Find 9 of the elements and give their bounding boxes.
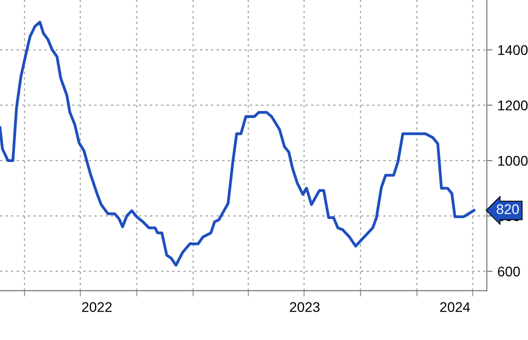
line-series [0,20,476,267]
x-tick-label: 2023 [290,302,320,312]
annotation: 820 [496,204,519,214]
y-tick-label: 1000 [498,156,528,166]
y-tick-label: 1400 [498,45,528,56]
x-tick-label: 2022 [82,302,112,312]
y-tick-label: 1200 [498,100,528,110]
x-tick-label: 2024 [440,302,470,312]
y-tick-label: 600 [498,266,520,276]
